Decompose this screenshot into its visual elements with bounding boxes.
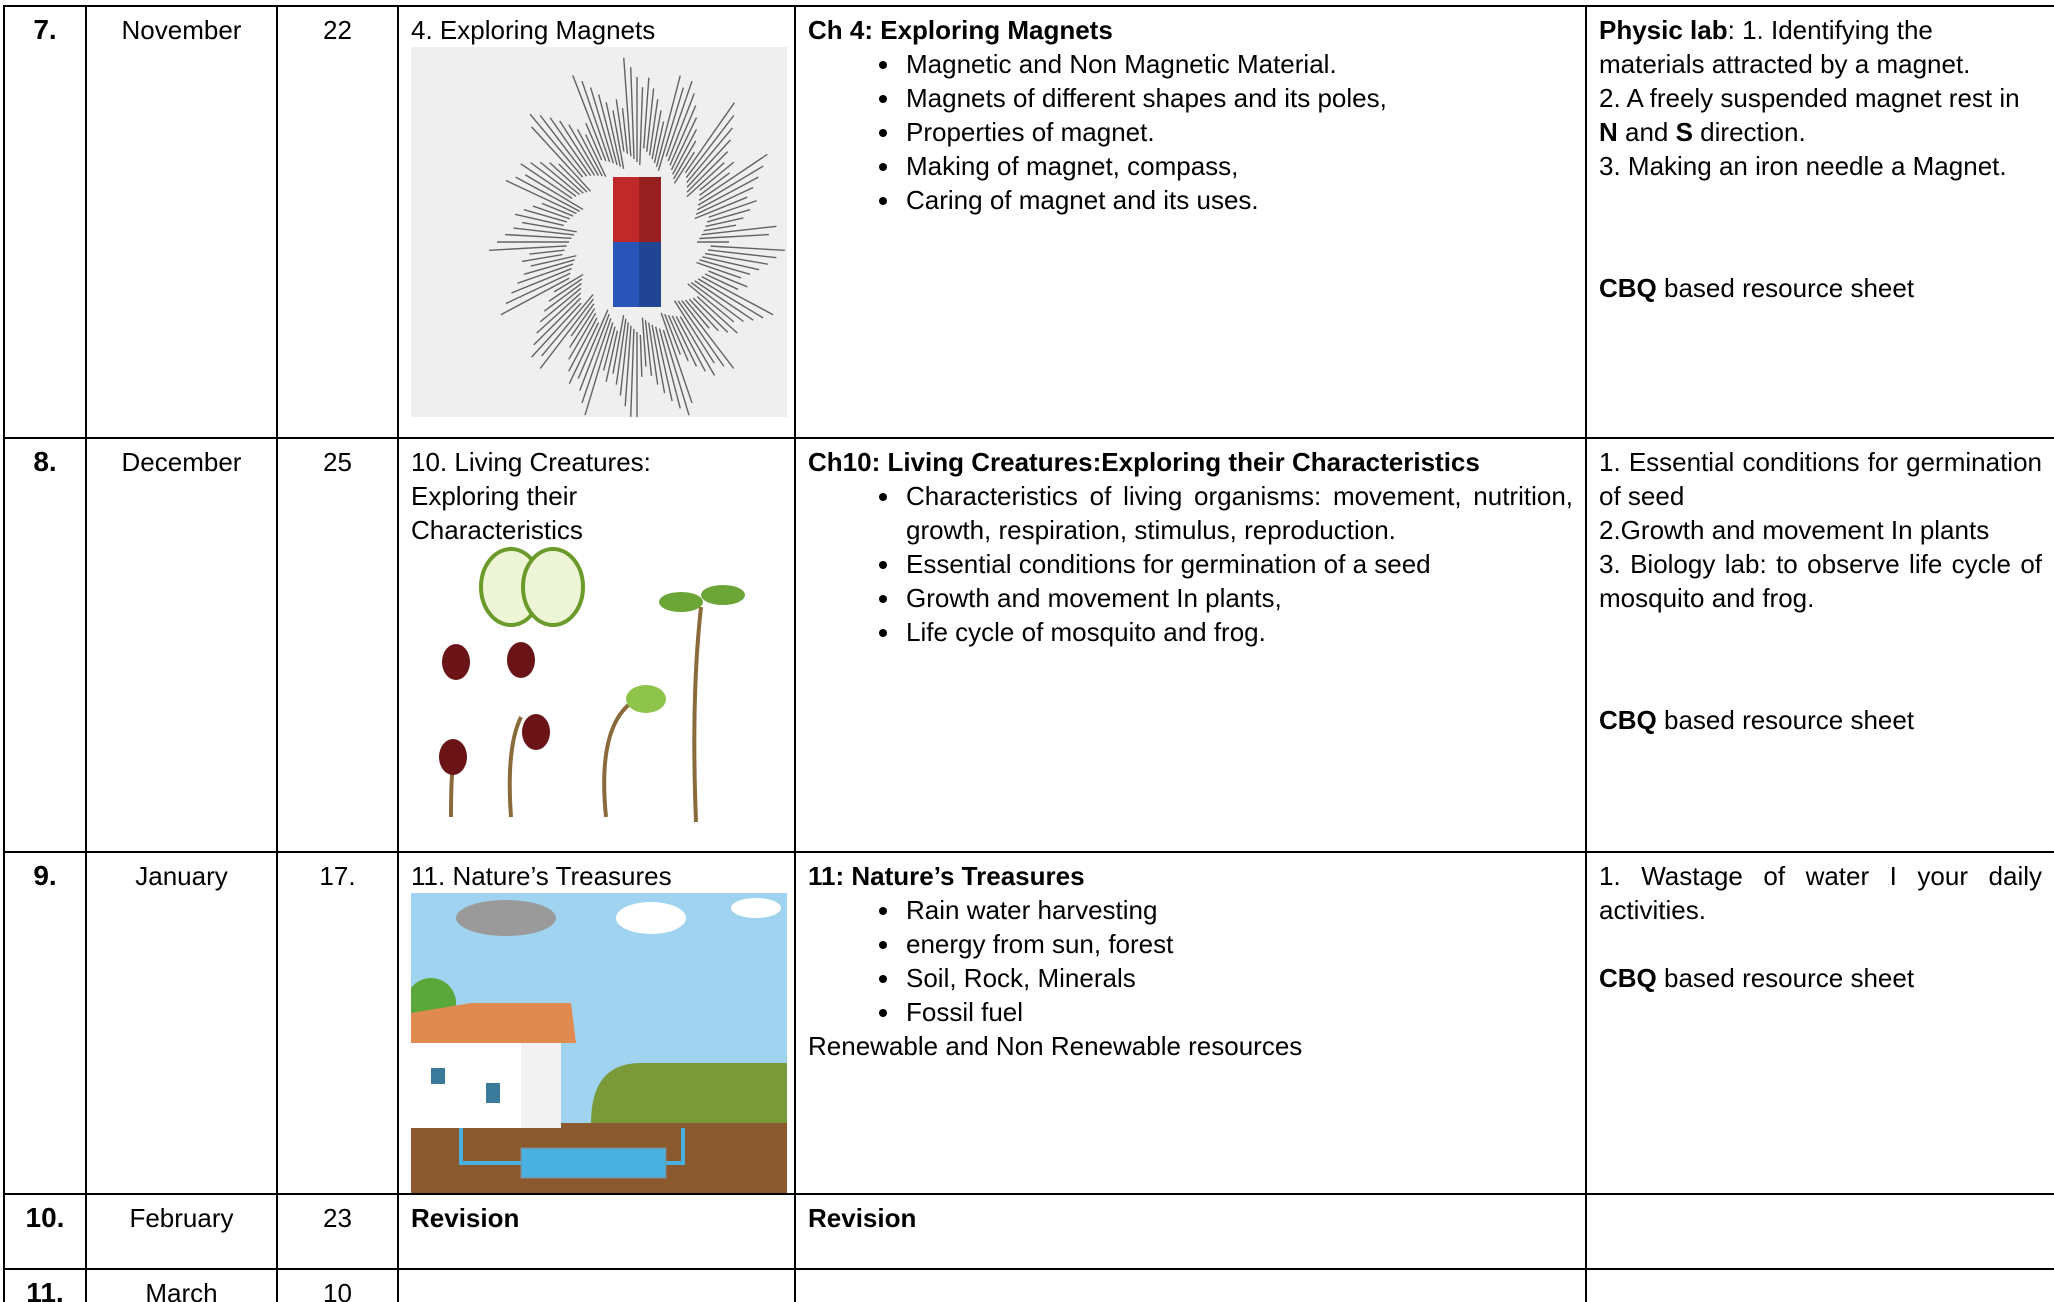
activity-line: 1. Wastage of water I your daily activit…: [1599, 859, 2042, 927]
bold-text: CBQ: [1599, 963, 1657, 993]
bold-text: N: [1599, 117, 1618, 147]
bullet-item: Properties of magnet.: [902, 115, 1573, 149]
topic: 11. Nature’s Treasures: [411, 861, 672, 891]
water-harvest-image: [411, 893, 787, 1192]
bullet-item: Life cycle of mosquito and frog.: [902, 615, 1573, 649]
topic-cell: 10. Living Creatures: Exploring their Ch…: [397, 437, 796, 853]
bullet-list: Magnetic and Non Magnetic Material.Magne…: [808, 47, 1573, 217]
bold-text: Physic lab: [1599, 15, 1728, 45]
row-number: 8.: [3, 437, 87, 853]
text: 1. Essential conditions for germination …: [1599, 447, 2042, 511]
bold-text: CBQ: [1599, 273, 1657, 303]
seed-image: [439, 547, 745, 823]
row-number: 11.: [3, 1268, 87, 1302]
text: 3. Making an iron needle a Magnet.: [1599, 151, 2007, 181]
text: direction.: [1692, 117, 1806, 147]
bullet-item: Magnets of different shapes and its pole…: [902, 81, 1573, 115]
syllabus-cell: 11: Nature’s Treasures Rain water harves…: [794, 851, 1587, 1195]
bullet-item: energy from sun, forest: [902, 927, 1573, 961]
text: and: [1617, 117, 1676, 147]
topic: 10. Living Creatures: Exploring their Ch…: [411, 447, 651, 545]
page: 7. November 22 4. Exploring Magnets Ch 4…: [0, 5, 2054, 1302]
month: February: [85, 1193, 278, 1270]
activity-line: CBQ based resource sheet: [1599, 271, 2042, 305]
row: 10. February 23 Revision Revision: [3, 1193, 2054, 1270]
activity-line: Physic lab: 1. Identifying the materials…: [1599, 13, 2042, 81]
text: based resource sheet: [1656, 963, 1915, 993]
activity-line: 3. Biology lab: to observe life cycle of…: [1599, 547, 2042, 615]
activity-line: CBQ based resource sheet: [1599, 703, 2042, 737]
row: 11. March 10: [3, 1268, 2054, 1302]
magnet-image: [411, 47, 787, 417]
syllabus-table: 7. November 22 4. Exploring Magnets Ch 4…: [3, 5, 2054, 1302]
bold-text: S: [1675, 117, 1693, 147]
bullet-item: Making of magnet, compass,: [902, 149, 1573, 183]
row-number: 10.: [3, 1193, 87, 1270]
count: 10: [276, 1268, 399, 1302]
activity-line: 3. Making an iron needle a Magnet.: [1599, 149, 2042, 183]
month: March: [85, 1268, 278, 1302]
bullet-item: Growth and movement In plants,: [902, 581, 1573, 615]
month: January: [85, 851, 278, 1195]
count: 17.: [276, 851, 399, 1195]
row-number: 9.: [3, 851, 87, 1195]
activities: [1585, 1193, 2054, 1270]
topic: 4. Exploring Magnets: [411, 15, 656, 45]
bullet-item: Magnetic and Non Magnetic Material.: [902, 47, 1573, 81]
text: 1. Wastage of water I your daily activit…: [1599, 861, 2042, 925]
activity-line: CBQ based resource sheet: [1599, 961, 2042, 995]
text: based resource sheet: [1656, 273, 1915, 303]
bullet-list: Characteristics of living organisms: mov…: [808, 479, 1573, 649]
month: December: [85, 437, 278, 853]
bullet-item: Characteristics of living organisms: mov…: [902, 479, 1573, 547]
topic-cell: 4. Exploring Magnets: [397, 5, 796, 439]
note: Renewable and Non Renewable resources: [808, 1031, 1303, 1061]
topic-cell: [397, 1268, 796, 1302]
chapter-heading: 11: Nature’s Treasures: [808, 861, 1085, 891]
row: 8. December 25 10. Living Creatures: Exp…: [3, 437, 2054, 853]
text: 2.Growth and movement In plants: [1599, 515, 1990, 545]
row-number: 7.: [3, 5, 87, 439]
month: November: [85, 5, 278, 439]
count: 22: [276, 5, 399, 439]
chapter-heading: Ch 4: Exploring Magnets: [808, 15, 1113, 45]
bold-text: CBQ: [1599, 705, 1657, 735]
chapter-heading: Ch10: Living Creatures:Exploring their C…: [808, 447, 1480, 477]
activity-line: 2.Growth and movement In plants: [1599, 513, 2042, 547]
bullet-item: Rain water harvesting: [902, 893, 1573, 927]
activity-line: 1. Essential conditions for germination …: [1599, 445, 2042, 513]
bullet-item: Fossil fuel: [902, 995, 1573, 1029]
bullet-list: Rain water harvestingenergy from sun, fo…: [808, 893, 1573, 1029]
bullet-item: Essential conditions for germination of …: [902, 547, 1573, 581]
text: 3. Biology lab: to observe life cycle of…: [1599, 549, 2042, 613]
syllabus-cell: Ch10: Living Creatures:Exploring their C…: [794, 437, 1587, 853]
topic-cell: 11. Nature’s Treasures: [397, 851, 796, 1195]
bullet-item: Soil, Rock, Minerals: [902, 961, 1573, 995]
count: 23: [276, 1193, 399, 1270]
count: 25: [276, 437, 399, 853]
syllabus-cell: Ch 4: Exploring Magnets Magnetic and Non…: [794, 5, 1587, 439]
text: based resource sheet: [1656, 705, 1915, 735]
activities: 1. Wastage of water I your daily activit…: [1585, 851, 2054, 1195]
activities: 1. Essential conditions for germination …: [1585, 437, 2054, 853]
activity-line: 2. A freely suspended magnet rest in N a…: [1599, 81, 2042, 149]
activities: Physic lab: 1. Identifying the materials…: [1585, 5, 2054, 439]
row: 9. January 17. 11. Nature’s Treasures 11…: [3, 851, 2054, 1195]
chapter-heading: Revision: [794, 1193, 1587, 1270]
row: 7. November 22 4. Exploring Magnets Ch 4…: [3, 5, 2054, 439]
activities: [1585, 1268, 2054, 1302]
text: 2. A freely suspended magnet rest in: [1599, 83, 2020, 113]
text: : 1. Identifying the materials attracted…: [1599, 15, 1971, 79]
topic: Revision: [397, 1193, 796, 1270]
syllabus-cell: [794, 1268, 1587, 1302]
bullet-item: Caring of magnet and its uses.: [902, 183, 1573, 217]
